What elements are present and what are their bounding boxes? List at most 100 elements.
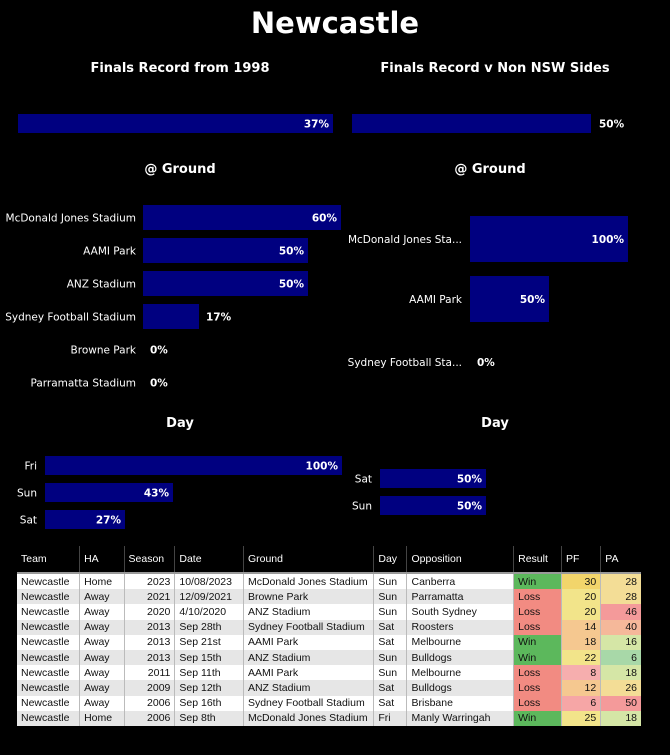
table-cell-pf: 6 [561,695,602,711]
category-label: AAMI Park [83,246,137,258]
column-header: Day [373,546,408,573]
table-cell-day: Sat [373,695,408,711]
page-title: Newcastle [250,6,420,40]
column-header: PA [600,546,641,573]
table-cell-opposition: Bulldogs [406,649,515,666]
table-cell-ground: Browne Park [243,589,375,605]
table-cell-season: 2020 [124,604,176,620]
table-cell-season: 2013 [124,634,176,650]
data-label: 50% [279,279,305,291]
table-row: Newcastle Away 2021 12/09/2021 Browne Park Su… [17,589,641,605]
finals-table: Team HA Season Date Ground Day Opposition Resul… [17,546,641,726]
table-cell-ha: Away [79,649,125,666]
data-label: 27% [96,515,122,527]
category-label: McDonald Jones Stadium [6,213,136,225]
table-cell-ha: Home [79,571,125,590]
table-cell-result: Win [513,710,562,726]
column-header: PF [561,546,602,573]
category-label: Sun [17,488,37,500]
column-header: Season [124,546,176,573]
chart-title-finals-record: Finals Record from 1998 [90,61,270,76]
data-label: 60% [312,213,338,225]
table-cell-result: Loss [513,589,562,605]
table-cell-date: 12/09/2021 [174,589,244,605]
column-header: Ground [243,546,375,573]
data-label: 50% [520,294,546,306]
table-cell-opposition: Roosters [406,619,515,635]
table-cell-day: Sun [373,589,408,605]
table-cell-team: Newcastle [17,649,81,666]
table-cell-ha: Away [79,619,125,635]
table-row: Newcastle Away 2020 4/10/2020 ANZ Stadium Sun… [17,604,641,620]
category-label: Sat [355,474,372,486]
table-cell-pf: 8 [561,665,602,681]
table-cell-pf: 20 [561,589,602,605]
category-label: Sydney Football Stadium [5,312,136,324]
category-label: Sun [352,501,372,513]
table-row: Newcastle Home 2023 10/08/2023 McDonald Jone… [17,571,641,590]
table-cell-pa: 18 [600,665,641,681]
table-cell-day: Sun [373,571,408,590]
table-row: Newcastle Away 2009 Sep 12th ANZ Stadium Sat B… [17,680,641,696]
table-cell-opposition: Melbourne [406,665,515,681]
data-label: 50% [457,501,483,513]
column-header: HA [79,546,125,573]
table-cell-result: Loss [513,665,562,681]
table-cell-pf: 22 [561,649,602,666]
table-cell-date: Sep 11th [174,665,244,681]
table-cell-pf: 20 [561,604,602,620]
bar [143,304,199,329]
table-row: Newcastle Away 2011 Sep 11th AAMI Park Sun Mel… [17,665,641,681]
table-cell-pf: 14 [561,619,602,635]
bar [143,205,341,230]
category-label: McDonald Jones Sta... [348,234,462,246]
column-header: Team [17,546,81,573]
bar [45,510,125,529]
table-cell-season: 2009 [124,680,176,696]
table-cell-team: Newcastle [17,634,81,650]
table-cell-ha: Away [79,634,125,650]
table-cell-team: Newcastle [17,589,81,605]
chart-title-day-left: Day [166,416,194,431]
category-label: Parramatta Stadium [30,378,136,390]
category-label: Fri [24,461,37,473]
table-cell-team: Newcastle [17,680,81,696]
bar [352,114,591,133]
data-label: 17% [206,312,232,324]
category-label: Sat [20,515,37,527]
table-cell-day: Sun [373,665,408,681]
table-cell-team: Newcastle [17,665,81,681]
table-cell-ha: Away [79,680,125,696]
table-cell-ha: Away [79,589,125,605]
bar [143,271,308,296]
table-cell-day: Fri [373,710,408,726]
table-cell-result: Loss [513,619,562,635]
table-cell-season: 2006 [124,710,176,726]
bar [380,469,486,488]
chart-title-ground-left: @ Ground [144,162,216,177]
table-cell-ground: Sydney Football Stadium [243,695,375,711]
table-cell-pa: 28 [600,589,641,605]
table-cell-date: Sep 16th [174,695,244,711]
table-cell-season: 2013 [124,619,176,635]
table-cell-season: 2013 [124,649,176,666]
table-cell-opposition: Manly Warringah [406,710,515,726]
table-cell-date: Sep 21st [174,634,244,650]
column-header: Result [513,546,562,573]
table-row: Newcastle Away 2013 Sep 21st AAMI Park Sat Mel… [17,634,641,650]
bar [45,483,173,502]
table-cell-ground: AAMI Park [243,634,375,650]
category-label: AAMI Park [409,294,463,306]
table-cell-pa: 18 [600,710,641,726]
column-header: Opposition [406,546,515,573]
table-cell-opposition: Canberra [406,571,515,590]
table-cell-opposition: South Sydney [406,604,515,620]
table-cell-day: Sat [373,634,408,650]
table-row: Newcastle Home 2006 Sep 8th McDonald Jones S… [17,710,641,726]
table-cell-opposition: Parramatta [406,589,515,605]
table-cell-result: Loss [513,680,562,696]
table-cell-pa: 26 [600,680,641,696]
chart-title-day-right: Day [481,416,509,431]
column-header: Date [174,546,244,573]
table-cell-result: Loss [513,604,562,620]
